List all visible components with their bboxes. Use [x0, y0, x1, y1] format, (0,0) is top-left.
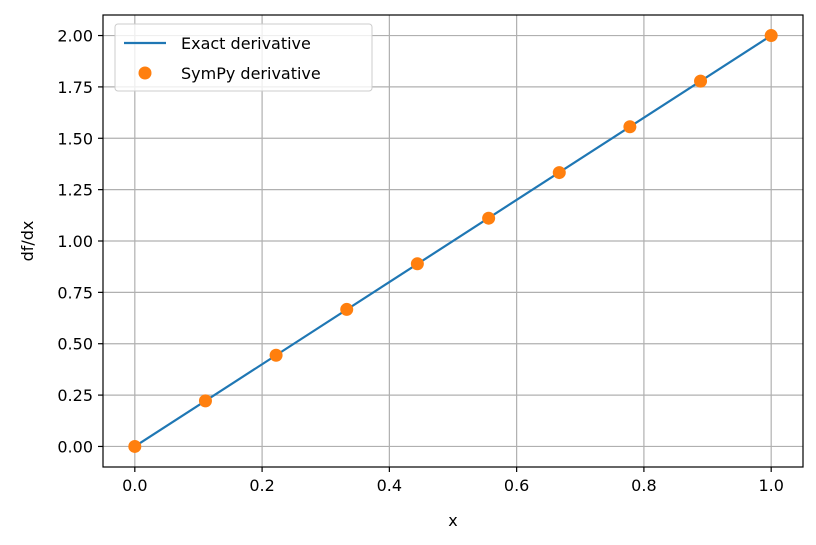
legend-box — [114, 23, 373, 92]
y-tick-label: 1.00 — [57, 232, 93, 251]
sympy-derivative-point — [482, 211, 496, 225]
y-tick-label: 1.50 — [57, 129, 93, 148]
x-tick-label: 0.0 — [122, 476, 147, 495]
sympy-derivative-point — [198, 394, 212, 408]
y-tick-label: 1.25 — [57, 181, 93, 200]
x-tick-label: 0.4 — [377, 476, 402, 495]
plot-series — [128, 29, 778, 453]
x-axis-label: x — [448, 511, 457, 530]
y-axis-label: df/dx — [18, 221, 37, 262]
legend-swatch-sympy-derivative — [138, 66, 152, 80]
y-tick-label: 0.00 — [57, 437, 93, 456]
legend-label-sympy-derivative: SymPy derivative — [181, 64, 321, 83]
ticks: 0.0 0.2 0.4 0.6 0.8 1.0 0.00 0.25 0.50 0.75 1.00 1.… — [57, 27, 784, 495]
y-tick-label: 0.50 — [57, 335, 93, 354]
y-tick-label: 2.00 — [57, 27, 93, 46]
x-tick-label: 0.6 — [504, 476, 529, 495]
series-line-exact-derivative — [134, 34, 772, 448]
sympy-derivative-point — [764, 29, 778, 43]
sympy-derivative-point — [128, 439, 142, 453]
x-tick-label: 1.0 — [758, 476, 783, 495]
y-tick-label: 1.75 — [57, 78, 93, 97]
legend: Exact derivative SymPy derivative — [114, 23, 373, 92]
sympy-derivative-point — [269, 348, 283, 362]
y-tick-label: 0.25 — [57, 386, 93, 405]
sympy-derivative-point — [340, 302, 354, 316]
x-tick-label: 0.8 — [631, 476, 656, 495]
sympy-derivative-point — [623, 120, 637, 134]
sympy-derivative-point — [694, 74, 708, 88]
x-tick-label: 0.2 — [249, 476, 274, 495]
legend-label-exact-derivative: Exact derivative — [181, 34, 311, 53]
sympy-derivative-point — [552, 166, 566, 180]
sympy-derivative-point — [410, 257, 424, 271]
y-tick-label: 0.75 — [57, 283, 93, 302]
